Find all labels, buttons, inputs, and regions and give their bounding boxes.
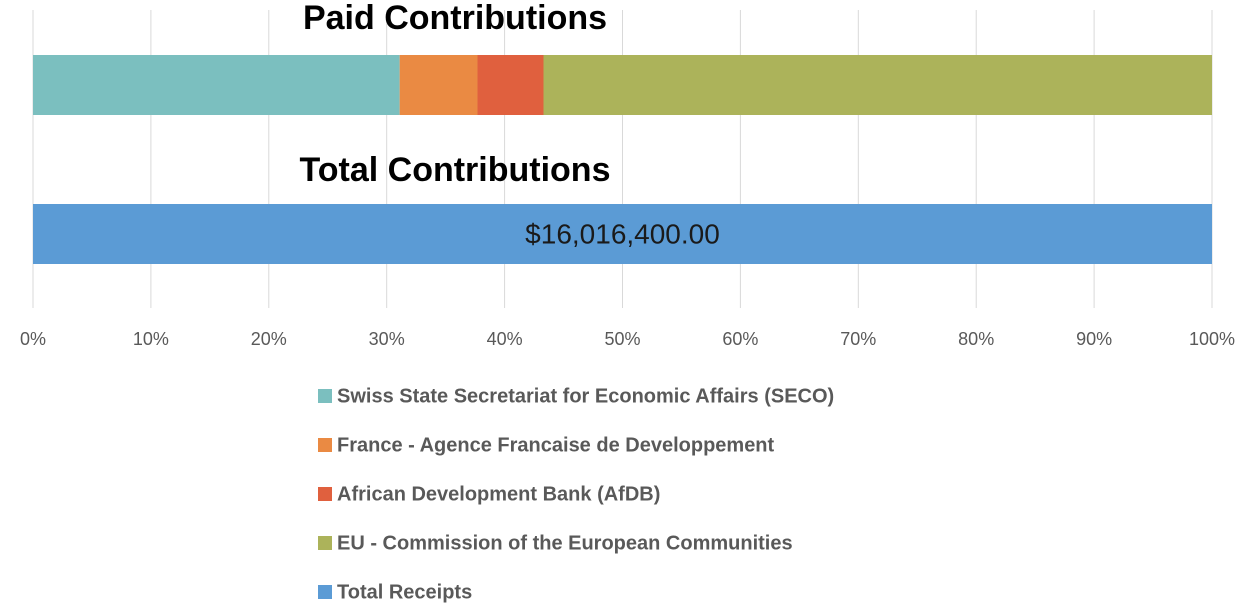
legend-swatch [318,536,332,550]
legend-swatch [318,438,332,452]
x-tick-label: 30% [369,329,405,349]
x-tick-label: 90% [1076,329,1112,349]
x-tick-label: 40% [487,329,523,349]
x-tick-label: 50% [604,329,640,349]
bar-segment [33,55,400,115]
legend-label: France - Agence Francaise de Developpeme… [337,434,775,456]
x-tick-label: 100% [1189,329,1235,349]
legend-swatch [318,487,332,501]
bar-segment [477,55,544,115]
x-tick-label: 70% [840,329,876,349]
legend-label: Swiss State Secretariat for Economic Aff… [337,385,834,407]
category-label: Total Contributions [300,151,611,189]
x-tick-label: 80% [958,329,994,349]
x-tick-label: 20% [251,329,287,349]
bar-segment [543,55,1212,115]
legend-swatch [318,389,332,403]
category-label: Paid Contributions [303,0,607,37]
legend-label: Total Receipts [337,581,472,603]
bar-segment [33,204,1212,264]
value-label: $16,016,400.00 [525,218,720,249]
legend-label: EU - Commission of the European Communit… [337,532,793,554]
x-tick-label: 60% [722,329,758,349]
legend-label: African Development Bank (AfDB) [337,483,660,505]
legend-swatch [318,585,332,599]
x-tick-label: 10% [133,329,169,349]
x-tick-label: 0% [20,329,46,349]
bar-segment [399,55,478,115]
